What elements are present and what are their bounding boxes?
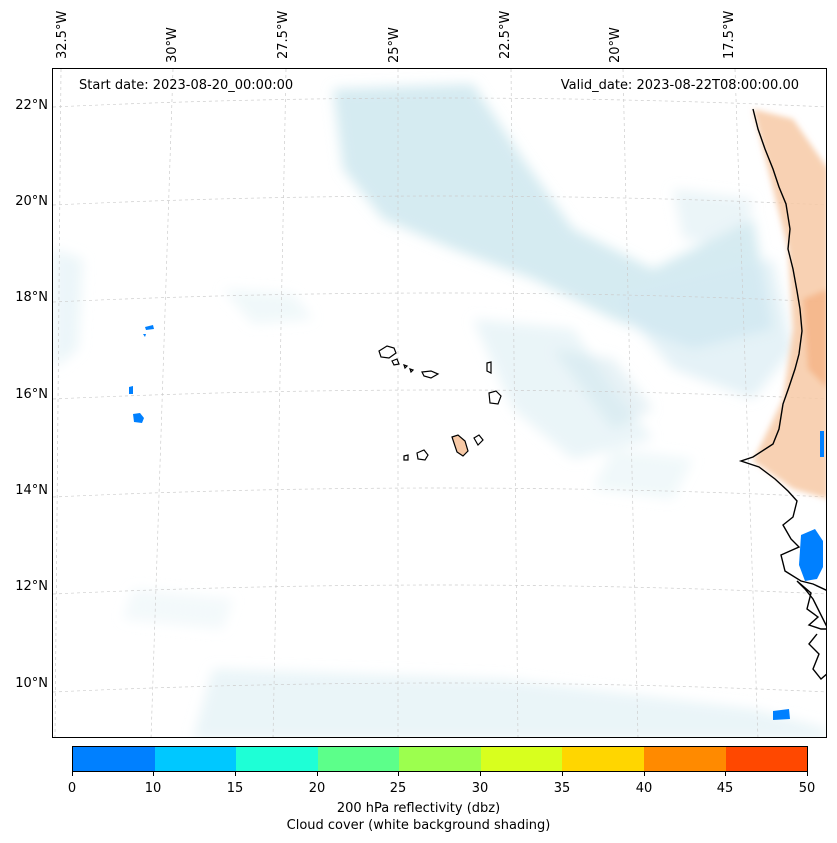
colorbar-tickmark — [644, 772, 645, 776]
lon-label-25w: 25°W — [387, 27, 402, 63]
lon-label-30w: 30°W — [165, 27, 180, 63]
reflectivity-cells-blue — [129, 325, 824, 720]
coastline — [738, 108, 826, 681]
colorbar-tick-0: 0 — [67, 781, 77, 796]
colorbar-segment-15-20 — [236, 747, 318, 771]
lon-label-22-5w: 22.5°W — [498, 10, 513, 59]
colorbar-segment-10-15 — [154, 747, 237, 771]
lon-label-20w: 20°W — [608, 27, 623, 63]
lon-label-32-5w: 32.5°W — [55, 10, 70, 59]
colorbar-tick-50: 50 — [798, 781, 816, 796]
colorbar-segment-0-10 — [73, 747, 155, 771]
cape-verde-islands — [378, 345, 502, 461]
reflectivity-colorbar — [72, 746, 808, 772]
cloud-cover-shading — [53, 84, 826, 737]
colorbar-subtitle: Cloud cover (white background shading) — [286, 818, 551, 833]
colorbar-tick-35: 35 — [553, 781, 571, 796]
lat-label-14n: 14°N — [15, 483, 48, 498]
colorbar-tickmark — [807, 772, 808, 776]
colorbar-tick-30: 30 — [471, 781, 489, 796]
colorbar-tickmark — [72, 772, 73, 776]
lon-label-17-5w: 17.5°W — [722, 10, 737, 59]
colorbar-tick-25: 25 — [389, 781, 407, 796]
colorbar-title: 200 hPa reflectivity (dbz) — [336, 801, 501, 816]
colorbar-tickmark — [480, 772, 481, 776]
colorbar-tick-10: 10 — [144, 781, 162, 796]
graticule — [53, 69, 826, 737]
start-date-label: Start date: 2023-08-20_00:00:00 — [76, 78, 297, 93]
lat-label-10n: 10°N — [15, 676, 48, 691]
colorbar-tick-20: 20 — [308, 781, 326, 796]
colorbar-segment-25-30 — [399, 747, 481, 771]
colorbar-segment-35-40 — [562, 747, 644, 771]
colorbar-segment-30-35 — [480, 747, 563, 771]
lat-label-22n: 22°N — [15, 98, 48, 113]
lat-label-18n: 18°N — [15, 290, 48, 305]
lon-label-27-5w: 27.5°W — [276, 10, 291, 59]
lat-label-20n: 20°N — [15, 194, 48, 209]
colorbar-tickmark — [725, 772, 726, 776]
valid-date-label: Valid_date: 2023-08-22T08:00:00.00 — [557, 78, 802, 93]
map-panel[interactable]: Start date: 2023-08-20_00:00:00 Valid_da… — [52, 68, 827, 738]
colorbar-segment-40-45 — [643, 747, 726, 771]
land-reflectivity-shading — [753, 109, 826, 499]
colorbar-tickmark — [562, 772, 563, 776]
colorbar-tick-15: 15 — [226, 781, 244, 796]
colorbar-tickmark — [153, 772, 154, 776]
colorbar-tickmark — [235, 772, 236, 776]
colorbar-tick-45: 45 — [716, 781, 734, 796]
colorbar-tickmark — [317, 772, 318, 776]
colorbar-segment-45-50 — [725, 747, 808, 771]
colorbar-tick-40: 40 — [635, 781, 653, 796]
lat-label-12n: 12°N — [15, 579, 48, 594]
map-canvas — [53, 69, 826, 737]
lat-label-16n: 16°N — [15, 387, 48, 402]
colorbar-segment-20-25 — [317, 747, 400, 771]
colorbar-tickmark — [398, 772, 399, 776]
